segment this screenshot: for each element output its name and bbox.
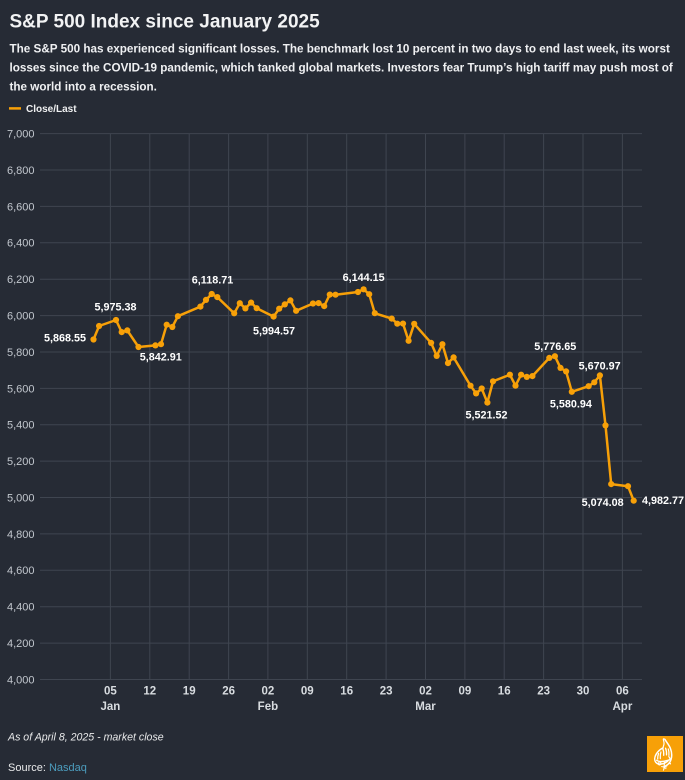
svg-text:4,400: 4,400 [7,602,35,614]
svg-text:6,200: 6,200 [7,274,35,286]
svg-text:6,800: 6,800 [7,165,35,177]
svg-text:4,200: 4,200 [7,638,35,650]
svg-text:30: 30 [577,686,590,698]
svg-text:26: 26 [222,686,235,698]
svg-text:09: 09 [301,686,314,698]
svg-text:4,600: 4,600 [7,565,35,577]
svg-text:6,000: 6,000 [7,311,35,323]
svg-text:5,975.38: 5,975.38 [94,302,136,314]
svg-text:Feb: Feb [258,701,278,713]
svg-text:Source: Nasdaq: Source: Nasdaq [8,762,87,774]
svg-text:5,074.08: 5,074.08 [582,497,624,509]
svg-text:Jan: Jan [100,701,120,713]
svg-text:5,800: 5,800 [7,347,35,359]
svg-text:5,600: 5,600 [7,383,35,395]
svg-text:6,600: 6,600 [7,201,35,213]
svg-text:23: 23 [537,686,550,698]
svg-text:5,776.65: 5,776.65 [534,341,576,353]
svg-text:Close/Last: Close/Last [26,104,77,115]
svg-text:the world into a recession.: the world into a recession. [10,80,157,93]
svg-text:19: 19 [183,686,196,698]
svg-text:06: 06 [616,686,629,698]
svg-text:16: 16 [498,686,511,698]
svg-text:4,982.77: 4,982.77 [642,495,684,507]
svg-text:05: 05 [104,686,117,698]
svg-text:As of April 8, 2025 - market c: As of April 8, 2025 - market close [7,732,164,744]
svg-text:5,200: 5,200 [7,456,35,468]
svg-text:5,400: 5,400 [7,420,35,432]
svg-text:Apr: Apr [612,701,632,713]
svg-text:7,000: 7,000 [7,129,35,141]
svg-text:5,842.91: 5,842.91 [140,351,182,363]
svg-text:The S&P 500 has experienced si: The S&P 500 has experienced significant … [10,43,670,56]
svg-text:5,521.52: 5,521.52 [465,410,507,422]
svg-text:4,000: 4,000 [7,674,35,686]
svg-text:6,118.71: 6,118.71 [192,275,233,287]
svg-text:09: 09 [459,686,472,698]
svg-text:12: 12 [143,686,156,698]
svg-text:4,800: 4,800 [7,529,35,541]
svg-text:6,144.15: 6,144.15 [343,272,385,284]
svg-text:5,868.55: 5,868.55 [44,332,86,344]
svg-text:23: 23 [380,686,393,698]
svg-text:losses since the COVID-19 pand: losses since the COVID-19 pandemic, whic… [10,61,673,74]
svg-text:02: 02 [419,686,432,698]
svg-text:5,994.57: 5,994.57 [253,326,295,338]
svg-text:Mar: Mar [415,701,436,713]
svg-text:5,670.97: 5,670.97 [579,360,621,372]
svg-text:16: 16 [340,686,353,698]
svg-text:6,400: 6,400 [7,238,35,250]
svg-text:5,000: 5,000 [7,492,35,504]
svg-text:5,580.94: 5,580.94 [550,399,592,411]
svg-text:02: 02 [262,686,275,698]
svg-text:S&P 500 Index since January 20: S&P 500 Index since January 2025 [10,11,321,32]
